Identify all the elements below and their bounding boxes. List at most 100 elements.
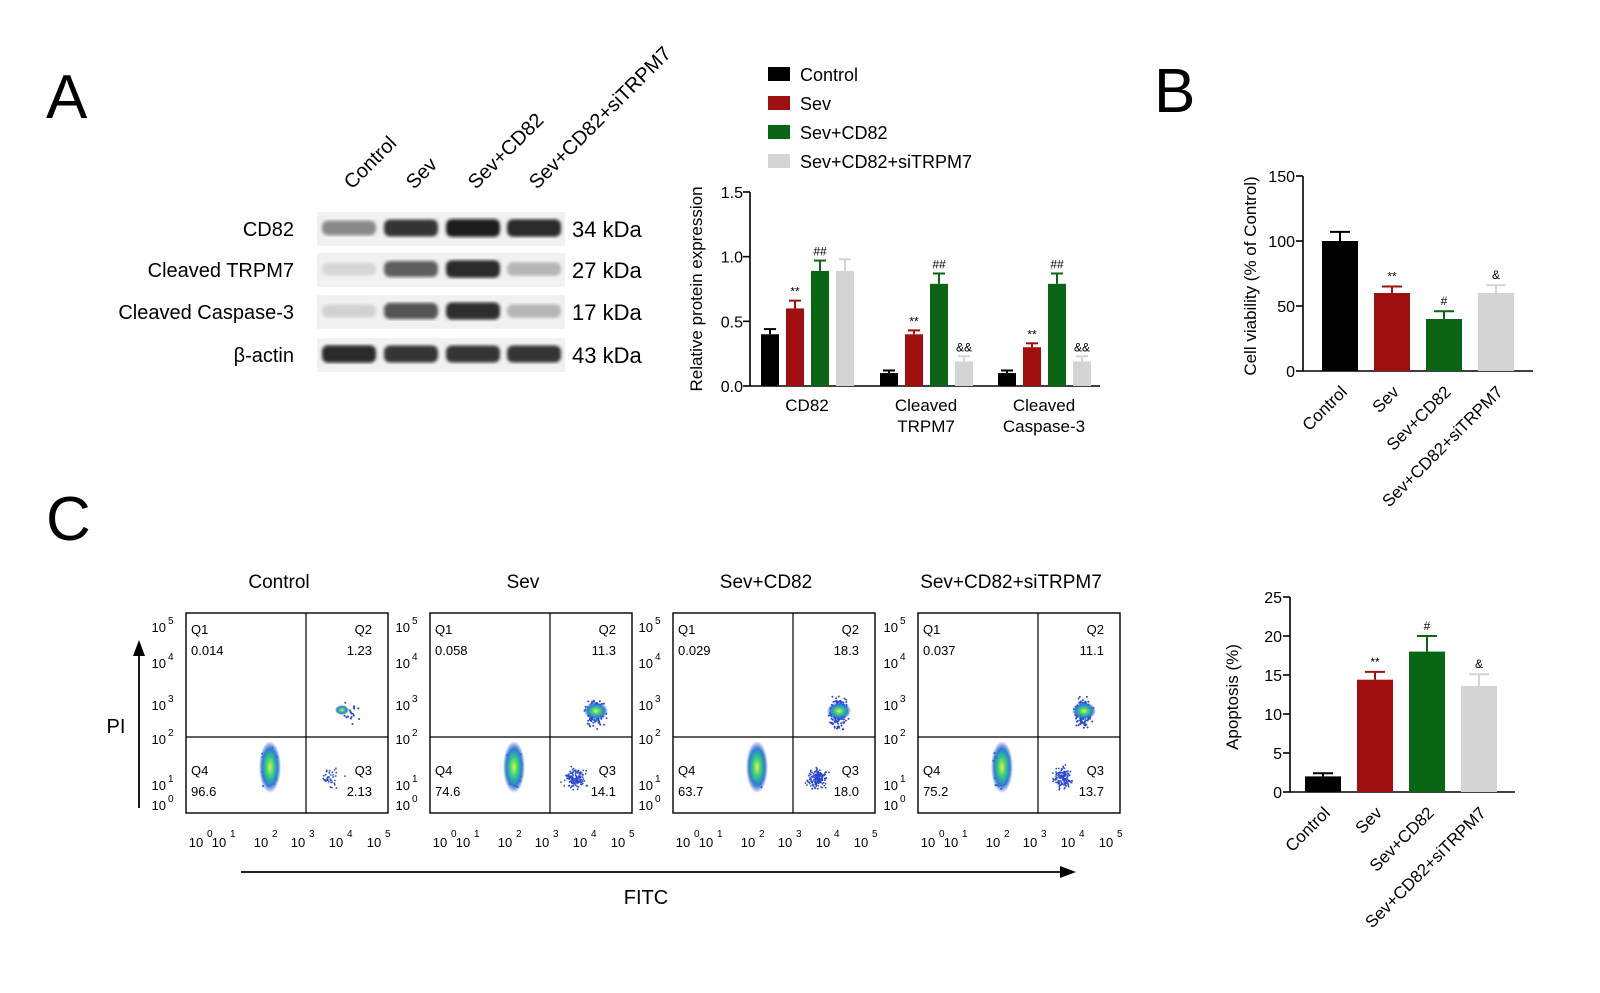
flow-dot: [824, 782, 827, 785]
flow-density-core: [503, 741, 525, 793]
flow-dot: [1064, 764, 1067, 766]
flow-dot: [572, 780, 574, 783]
bar-control: [998, 373, 1016, 386]
blot-size-label: 43 kDa: [572, 343, 642, 368]
flow-dot: [808, 781, 810, 784]
flow-dot: [833, 725, 836, 728]
flow-y-tick-label: 10: [884, 698, 898, 713]
flow-x-tick-exponent: 4: [834, 829, 840, 840]
quadrant-name: Q3: [1087, 763, 1104, 778]
blot-band: [384, 302, 438, 320]
flow-dot: [560, 781, 562, 784]
flow-dot: [820, 777, 823, 780]
flow-dot: [1052, 780, 1054, 783]
significance-mark: **: [1387, 270, 1397, 284]
flow-dot: [568, 781, 571, 783]
flow-dot: [1054, 777, 1057, 780]
flow-dot: [837, 722, 839, 725]
quadrant-name: Q3: [599, 763, 616, 778]
flow-dot: [323, 778, 325, 781]
quadrant-name: Q1: [678, 622, 695, 637]
x-category-label: Cleaved: [1013, 396, 1075, 415]
flow-dot: [836, 725, 839, 728]
flow-dot: [811, 775, 814, 777]
flow-x-tick-label: 10: [854, 835, 868, 850]
bar-control: [1322, 241, 1358, 371]
flow-plot-frame: [917, 612, 1121, 814]
flow-dot: [825, 776, 828, 779]
flow-dot: [1081, 699, 1084, 702]
flow-dot: [1058, 777, 1061, 779]
flow-dot: [842, 722, 845, 724]
y-tick-label: 50: [1277, 299, 1295, 316]
flow-dot: [819, 769, 821, 771]
flow-y-tick-label: 10: [396, 620, 410, 635]
legend-entry: Control: [800, 65, 858, 85]
flow-x-tick-exponent: 0: [694, 829, 700, 840]
flow-x-tick-exponent: 2: [516, 829, 522, 840]
y-tick-label: 10: [1264, 707, 1282, 724]
flow-dot: [592, 724, 595, 727]
flow-dot: [572, 776, 574, 779]
quadrant-value-q4: 75.2: [923, 784, 948, 799]
bar-sev-cd82: [1426, 319, 1462, 371]
y-tick-label: 5: [1273, 746, 1282, 763]
flow-dot: [605, 717, 608, 720]
significance-mark: &: [1492, 268, 1500, 282]
flow-dot: [577, 786, 580, 788]
flow-dot: [583, 780, 586, 782]
flow-dot: [567, 785, 570, 787]
y-tick-label: 25: [1264, 590, 1282, 607]
flow-dot: [811, 781, 813, 784]
blot-band: [384, 219, 438, 237]
flow-dot: [819, 775, 821, 777]
flow-dot: [811, 783, 814, 786]
blot-band: [507, 304, 561, 318]
blot-band: [322, 345, 376, 363]
flow-y-tick-label: 10: [152, 732, 166, 747]
flow-x-tick-label: 10: [676, 835, 690, 850]
flow-x-tick-exponent: 1: [962, 829, 968, 840]
legend-swatch: [768, 96, 790, 110]
flow-y-tick-exponent: 5: [168, 616, 174, 627]
flow-dot: [810, 785, 812, 787]
quadrant-name: Q2: [599, 622, 616, 637]
flow-y-tick-exponent: 0: [168, 794, 174, 805]
y-tick-label: 15: [1264, 668, 1282, 685]
flow-dot: [831, 695, 834, 698]
flow-dot: [1067, 779, 1070, 782]
flow-dot: [324, 773, 327, 776]
bar-sev-cd82: [930, 283, 948, 386]
flow-dot: [594, 719, 597, 722]
flow-dot: [1066, 778, 1069, 780]
pi-axis-label: PI: [107, 716, 126, 738]
flow-dot: [1069, 770, 1072, 773]
flow-dot: [809, 769, 812, 772]
flow-dot: [1071, 779, 1073, 782]
flow-dot: [330, 781, 333, 784]
flow-y-tick-exponent: 3: [900, 694, 906, 705]
flow-dot: [1060, 776, 1063, 779]
flow-x-tick-label: 10: [921, 835, 935, 850]
flow-dot: [1057, 767, 1060, 770]
flow-x-tick-exponent: 3: [553, 829, 559, 840]
flow-dot: [817, 788, 819, 790]
flow-y-tick-label: 10: [639, 732, 653, 747]
flow-x-tick-label: 10: [291, 835, 305, 850]
significance-mark: **: [1370, 655, 1380, 669]
flow-x-tick-exponent: 0: [451, 829, 457, 840]
flow-y-tick-label: 10: [152, 778, 166, 793]
blot-band: [384, 261, 438, 277]
flow-dot: [1082, 721, 1085, 724]
flow-dot: [575, 781, 578, 784]
flow-plot-title: Control: [248, 572, 309, 593]
y-axis-label: Apoptosis (%): [1223, 644, 1242, 750]
x-category-label: CD82: [785, 396, 828, 415]
significance-mark: #: [1441, 294, 1448, 308]
flow-dot: [1077, 724, 1080, 727]
bar-sev: [905, 334, 923, 386]
blot-band: [446, 260, 500, 278]
blot-band: [507, 219, 561, 237]
flow-dot: [834, 700, 837, 703]
flow-dot: [1065, 780, 1068, 783]
